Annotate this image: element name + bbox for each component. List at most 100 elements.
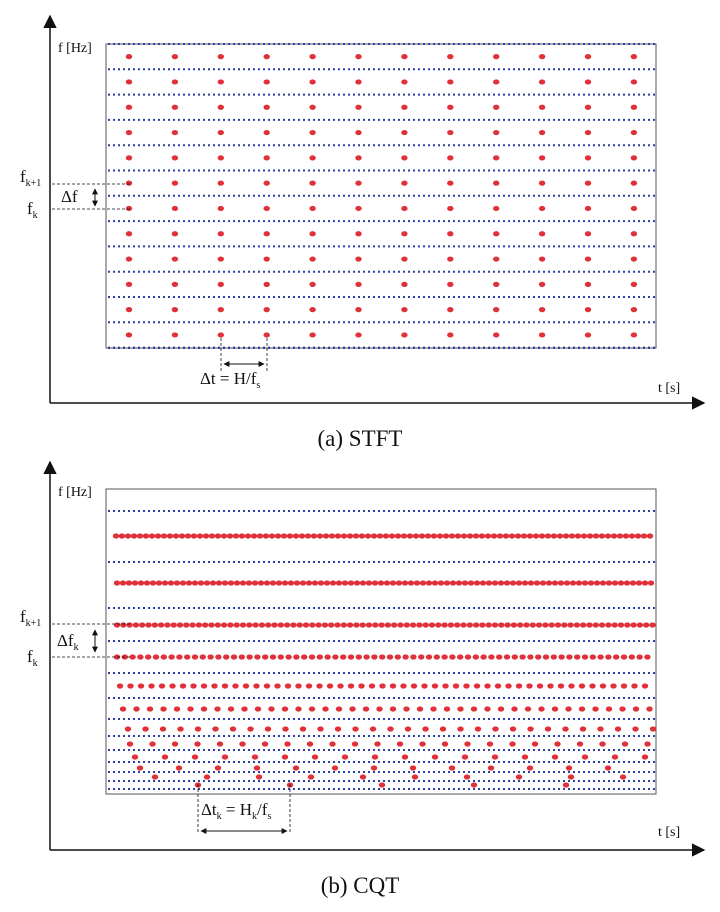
tf-point [584, 256, 592, 262]
tf-point [452, 683, 460, 689]
tf-point [341, 754, 349, 760]
tf-point [631, 683, 638, 689]
tf-point [548, 622, 555, 628]
tf-point [389, 580, 397, 586]
tf-point [487, 765, 495, 771]
tf-point [331, 765, 339, 771]
tf-point [630, 281, 638, 287]
tf-point [538, 205, 546, 212]
tf-point [171, 104, 179, 110]
tf-point [580, 533, 588, 539]
tf-point [561, 622, 568, 628]
tf-point [281, 580, 289, 586]
tf-point [227, 622, 234, 628]
tf-point [491, 622, 499, 628]
fk-label: fk [27, 647, 38, 669]
tf-point [409, 765, 417, 771]
tf-point [208, 622, 215, 628]
tf-point [281, 754, 289, 760]
tf-point [491, 754, 499, 760]
tf-point [203, 580, 211, 586]
tf-point [160, 654, 167, 660]
tf-point [209, 580, 217, 586]
tf-point [576, 741, 584, 747]
tf-point [293, 580, 301, 586]
tf-point [129, 654, 136, 660]
tf-point [592, 533, 600, 539]
tf-point [284, 741, 291, 747]
y-axis-label: f [Hz] [58, 41, 92, 56]
tf-point [641, 580, 649, 586]
tf-point [321, 622, 329, 628]
tf-point [280, 533, 288, 539]
tf-point [352, 533, 360, 539]
tf-point [435, 622, 442, 628]
tf-point [630, 332, 638, 338]
tf-point [584, 79, 592, 85]
tf-point [125, 256, 133, 262]
tf-point [322, 533, 330, 539]
tf-point [173, 580, 181, 586]
tf-point [239, 580, 247, 586]
tf-point [578, 706, 586, 712]
tf-point [584, 104, 592, 110]
tf-point [194, 726, 202, 732]
tf-point [274, 533, 282, 539]
tf-point [244, 533, 252, 539]
tf-point [301, 654, 308, 660]
tf-point [412, 533, 420, 539]
tf-point [316, 683, 323, 689]
tf-point [614, 726, 622, 732]
tf-point [617, 580, 625, 586]
tf-point [526, 765, 534, 771]
tf-point [620, 654, 628, 660]
tf-point [447, 332, 454, 338]
tf-point [401, 307, 408, 313]
tf-point [630, 307, 638, 313]
tf-point [478, 533, 486, 539]
tf-point [460, 533, 468, 539]
tf-point [425, 654, 433, 660]
tf-point [145, 654, 152, 660]
tf-point [376, 533, 384, 539]
tf-point [630, 256, 638, 262]
tf-point [246, 622, 253, 628]
tf-point [263, 104, 270, 110]
tf-point [510, 622, 518, 628]
tf-point [584, 281, 592, 287]
tf-point [194, 741, 201, 747]
tf-point [593, 580, 601, 586]
tf-point [484, 706, 491, 712]
tf-point [374, 741, 381, 747]
tf-point [264, 726, 272, 732]
tf-point [232, 683, 239, 689]
tf-point [550, 654, 557, 660]
tf-point [119, 706, 127, 712]
tf-point [502, 533, 510, 539]
tf-point [254, 654, 261, 660]
x-axis-label: t [s] [658, 381, 680, 396]
tf-point [391, 622, 398, 628]
tf-point [550, 533, 558, 539]
tf-point [296, 622, 303, 628]
tf-point [421, 683, 428, 689]
tf-point [581, 654, 589, 660]
tf-point [211, 683, 218, 689]
tf-point [568, 533, 576, 539]
tf-point [251, 580, 259, 586]
tf-point [533, 580, 541, 586]
tf-point [493, 205, 500, 212]
tf-point [401, 180, 408, 186]
tf-point [131, 754, 139, 760]
tf-point [388, 533, 396, 539]
tf-point [400, 683, 407, 689]
tf-point [309, 129, 316, 136]
tf-point [158, 683, 166, 689]
tf-point [347, 580, 355, 586]
tf-point [592, 706, 599, 712]
tf-point [171, 129, 179, 136]
tf-point [251, 754, 259, 760]
tf-point [263, 205, 270, 212]
tf-point [207, 654, 214, 660]
tf-grid-box [105, 488, 657, 795]
